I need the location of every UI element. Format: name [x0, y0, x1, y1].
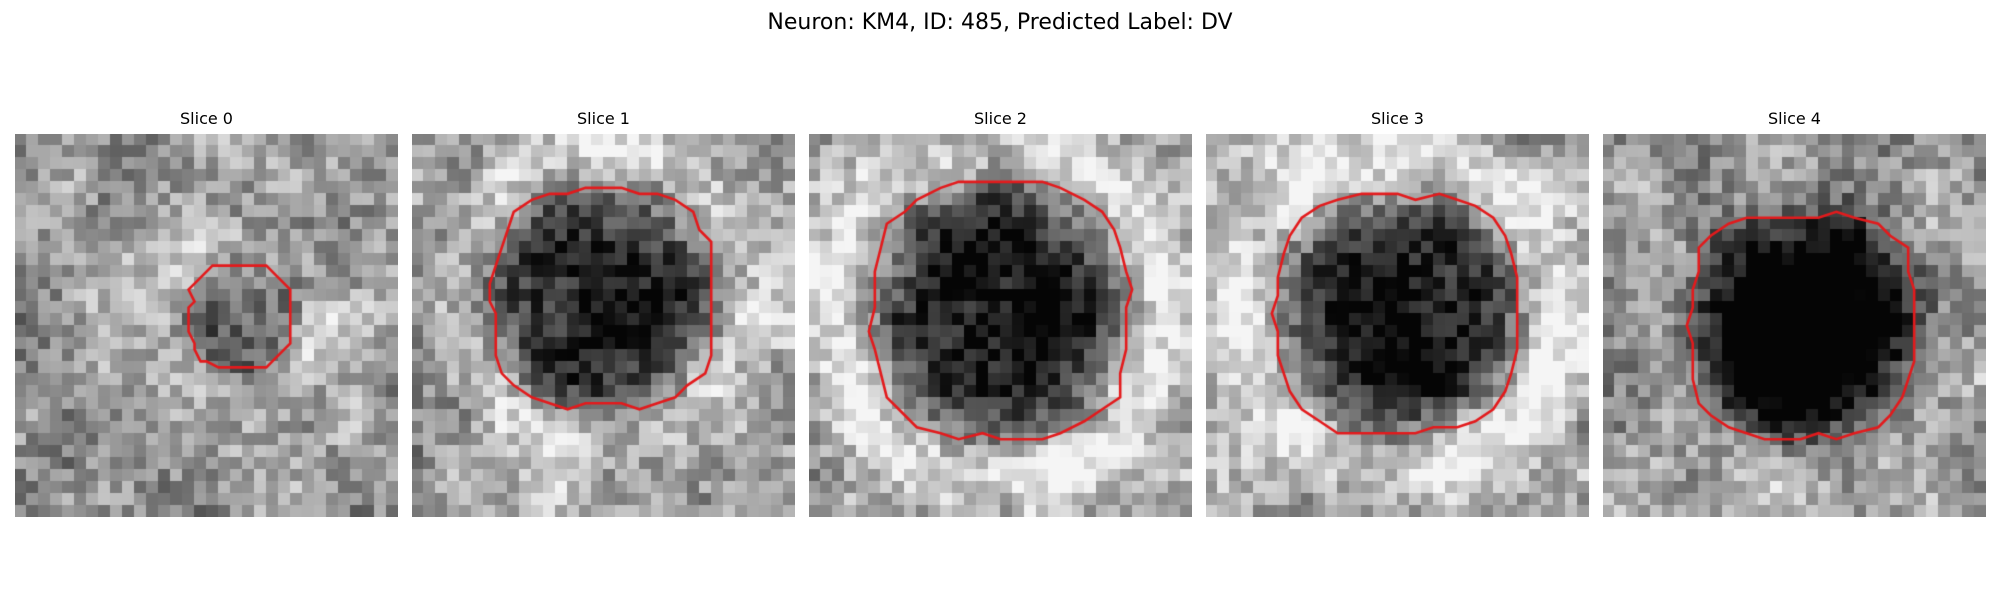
slice-title-0: Slice 0 — [180, 109, 233, 128]
slice-image-0 — [15, 134, 398, 517]
figure-title: Neuron: KM4, ID: 485, Predicted Label: D… — [767, 10, 1233, 35]
slice-image-4 — [1603, 134, 1986, 517]
slice-panel-3: Slice 3 — [1206, 109, 1589, 517]
slice-image-1 — [412, 134, 795, 517]
slice-title-4: Slice 4 — [1768, 109, 1821, 128]
slice-title-2: Slice 2 — [974, 109, 1027, 128]
slice-panel-1: Slice 1 — [412, 109, 795, 517]
slice-image-2 — [809, 134, 1192, 517]
slice-panel-4: Slice 4 — [1603, 109, 1986, 517]
slice-title-1: Slice 1 — [577, 109, 630, 128]
slice-panel-0: Slice 0 — [15, 109, 398, 517]
slice-title-3: Slice 3 — [1371, 109, 1424, 128]
slice-image-3 — [1206, 134, 1589, 517]
slice-panel-2: Slice 2 — [809, 109, 1192, 517]
